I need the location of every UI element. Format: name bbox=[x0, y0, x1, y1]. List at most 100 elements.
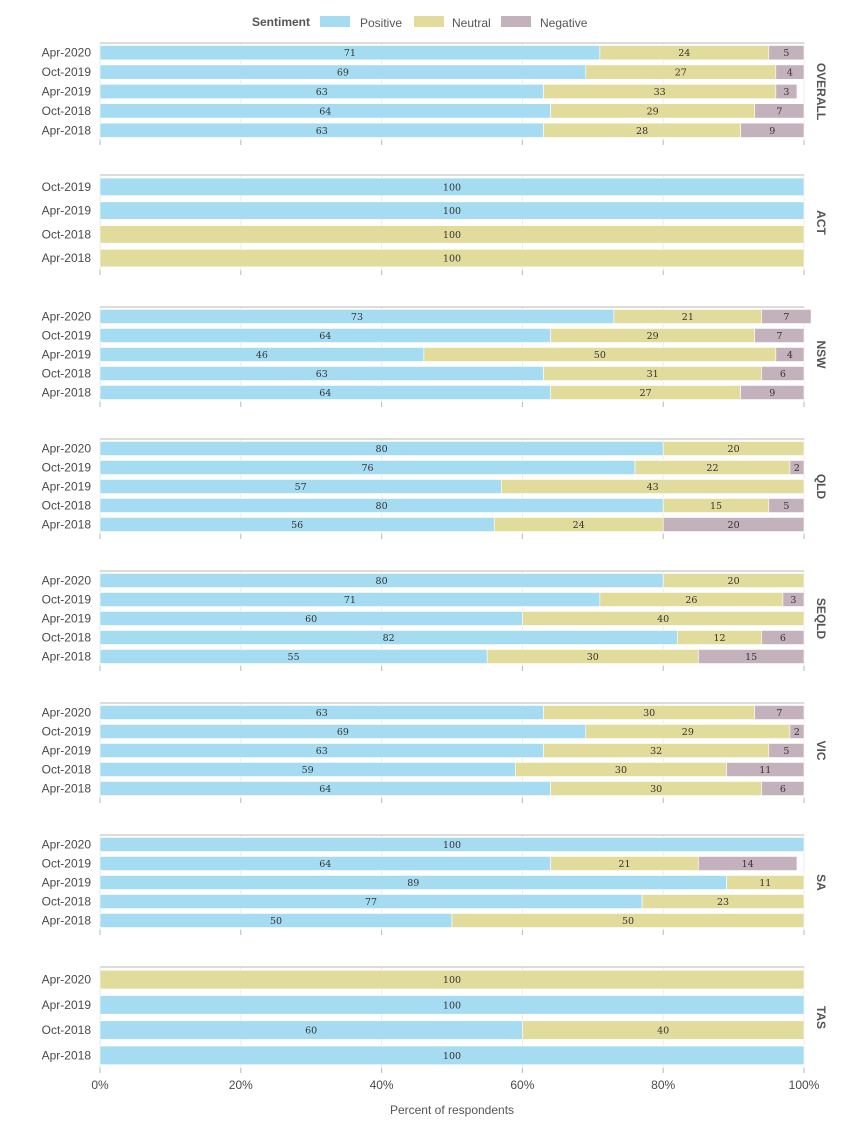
bar-neutral bbox=[99, 249, 805, 268]
bar-negative bbox=[698, 856, 798, 871]
x-tick-label: 100% bbox=[789, 1078, 820, 1092]
y-tick-label: Apr-2018 bbox=[42, 782, 92, 796]
bar-neutral bbox=[99, 969, 805, 990]
data-label: 57 bbox=[295, 482, 307, 493]
data-label: 21 bbox=[618, 859, 630, 870]
bar-negative bbox=[754, 328, 805, 343]
x-axis-title: Percent of respondents bbox=[390, 1103, 514, 1117]
bar-positive bbox=[99, 837, 805, 852]
data-label: 71 bbox=[344, 48, 356, 59]
data-label: 9 bbox=[769, 388, 775, 399]
x-tick-label: 20% bbox=[229, 1078, 253, 1092]
bar-neutral bbox=[522, 1020, 805, 1040]
legend-label-neutral: Neutral bbox=[452, 16, 491, 30]
y-tick-label: Oct-2019 bbox=[42, 461, 92, 475]
data-label: 24 bbox=[573, 520, 585, 531]
bar-negative bbox=[782, 592, 805, 607]
facet-label-vic: VIC bbox=[814, 740, 828, 760]
y-tick-label: Oct-2019 bbox=[42, 180, 92, 194]
panel-sa: Apr-2020 100 Oct-2019 64 21 14 Apr-2019 89 11 Oct… bbox=[42, 834, 828, 935]
y-tick-label: Apr-2020 bbox=[42, 574, 92, 588]
bar-negative bbox=[698, 649, 805, 664]
data-label: 69 bbox=[337, 727, 349, 738]
data-label: 7 bbox=[783, 312, 789, 323]
y-tick-label: Apr-2019 bbox=[42, 204, 92, 218]
data-label: 9 bbox=[769, 126, 775, 137]
facet-label-seqld: SEQLD bbox=[814, 598, 828, 640]
panel-tas: Apr-2020 100 Apr-2019 100 Oct-2018 60 40 Apr-20… bbox=[42, 966, 828, 1073]
bar-negative bbox=[761, 366, 805, 381]
data-label: 28 bbox=[636, 126, 648, 137]
facet-label-nsw: NSW bbox=[814, 341, 828, 370]
data-label: 29 bbox=[682, 727, 694, 738]
data-label: 27 bbox=[640, 388, 652, 399]
y-tick-label: Apr-2020 bbox=[42, 706, 92, 720]
legend-swatch-positive bbox=[320, 16, 350, 27]
bar-neutral bbox=[662, 441, 805, 456]
data-label: 27 bbox=[675, 68, 687, 79]
bar-negative bbox=[775, 64, 805, 80]
data-label: 2 bbox=[794, 463, 800, 474]
bar-neutral bbox=[500, 479, 805, 494]
bar-neutral bbox=[522, 611, 805, 626]
data-label: 11 bbox=[759, 765, 771, 776]
y-tick-label: Apr-2019 bbox=[42, 85, 92, 99]
y-tick-label: Oct-2019 bbox=[42, 725, 92, 739]
y-tick-label: Oct-2018 bbox=[42, 631, 92, 645]
y-tick-label: Apr-2019 bbox=[42, 480, 92, 494]
data-label: 50 bbox=[622, 916, 634, 927]
data-label: 69 bbox=[337, 68, 349, 79]
data-label: 100 bbox=[443, 206, 461, 217]
y-tick-label: Apr-2019 bbox=[42, 998, 92, 1012]
data-label: 50 bbox=[594, 350, 606, 361]
y-tick-label: Oct-2019 bbox=[42, 857, 92, 871]
data-label: 7 bbox=[776, 106, 782, 117]
bar-negative bbox=[761, 781, 805, 796]
data-label: 14 bbox=[742, 859, 754, 870]
data-label: 31 bbox=[647, 369, 659, 380]
data-label: 33 bbox=[654, 87, 666, 98]
bar-negative bbox=[789, 460, 805, 475]
bar-negative bbox=[775, 84, 798, 99]
data-label: 29 bbox=[647, 106, 659, 117]
bar-negative bbox=[754, 705, 805, 720]
data-label: 20 bbox=[728, 520, 740, 531]
y-tick-label: Apr-2020 bbox=[42, 442, 92, 456]
data-label: 32 bbox=[650, 746, 662, 757]
bar-positive bbox=[99, 177, 805, 196]
data-label: 55 bbox=[288, 652, 300, 663]
bar-negative bbox=[754, 103, 805, 119]
data-label: 60 bbox=[305, 614, 317, 625]
legend-label-negative: Negative bbox=[540, 16, 588, 30]
data-label: 23 bbox=[717, 897, 729, 908]
panel-vic: Apr-2020 63 30 7 Oct-2019 69 29 2 Apr-2019 63 32 5 O… bbox=[42, 702, 828, 803]
bar-neutral bbox=[726, 875, 805, 890]
data-label: 40 bbox=[657, 1026, 669, 1037]
y-tick-label: Apr-2019 bbox=[42, 876, 92, 890]
y-tick-label: Apr-2020 bbox=[42, 46, 92, 60]
bar-neutral bbox=[451, 913, 805, 928]
y-tick-label: Apr-2020 bbox=[42, 310, 92, 324]
x-axis: 0% 20% 40% 60% 80% 100% bbox=[91, 1078, 819, 1092]
bar-negative bbox=[768, 498, 805, 513]
data-label: 100 bbox=[443, 182, 461, 193]
y-tick-label: Oct-2018 bbox=[42, 763, 92, 777]
data-label: 64 bbox=[319, 388, 331, 399]
y-tick-label: Oct-2019 bbox=[42, 65, 92, 79]
bar-positive bbox=[99, 201, 805, 220]
y-tick-label: Apr-2018 bbox=[42, 123, 92, 137]
data-label: 3 bbox=[783, 87, 789, 98]
bar-positive bbox=[99, 1045, 805, 1066]
data-label: 80 bbox=[376, 444, 388, 455]
data-label: 12 bbox=[713, 633, 725, 644]
data-label: 80 bbox=[376, 501, 388, 512]
data-label: 7 bbox=[776, 331, 782, 342]
bar-negative bbox=[761, 630, 805, 645]
data-label: 50 bbox=[270, 916, 282, 927]
data-label: 82 bbox=[383, 633, 395, 644]
bar-negative bbox=[662, 517, 805, 532]
data-label: 7 bbox=[776, 708, 782, 719]
data-label: 6 bbox=[780, 784, 786, 795]
bar-negative bbox=[740, 385, 805, 400]
